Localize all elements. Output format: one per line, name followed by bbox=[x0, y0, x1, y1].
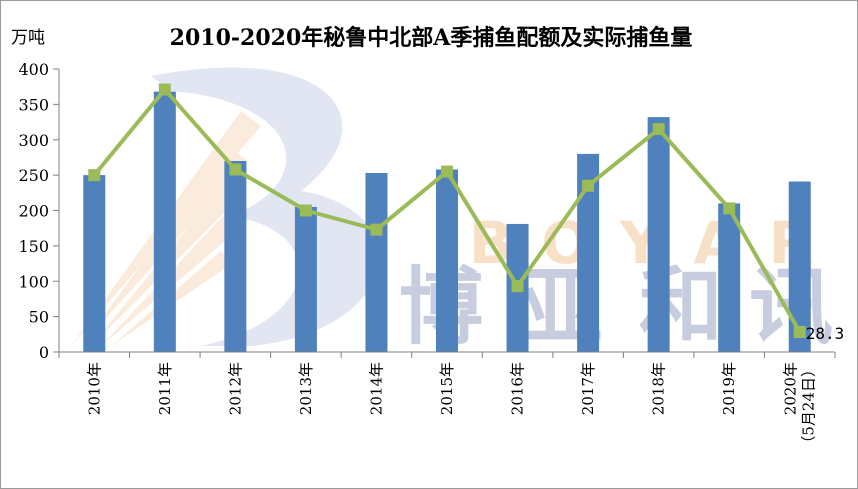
line-marker bbox=[370, 223, 383, 236]
y-tick-label: 150 bbox=[18, 237, 49, 256]
category-label: 2010年 bbox=[85, 362, 103, 415]
y-tick-label: 200 bbox=[18, 202, 49, 221]
line-marker bbox=[793, 325, 806, 338]
y-tick-label: 300 bbox=[18, 131, 49, 150]
category-label: 2014年 bbox=[367, 362, 385, 415]
y-tick-label: 100 bbox=[18, 272, 49, 291]
bar bbox=[153, 91, 176, 352]
bar bbox=[83, 175, 106, 352]
y-tick-label: 0 bbox=[39, 343, 49, 362]
bar bbox=[294, 206, 317, 352]
line-marker bbox=[229, 163, 242, 176]
bar bbox=[224, 160, 247, 352]
bar bbox=[647, 117, 670, 352]
category-label: 2017年 bbox=[579, 362, 597, 415]
y-tick-label: 350 bbox=[18, 95, 49, 114]
category-label: 2020年 bbox=[782, 362, 800, 415]
bar bbox=[718, 203, 741, 352]
bar bbox=[365, 173, 388, 352]
y-axis-unit: 万吨 bbox=[11, 28, 45, 48]
x-axis-categories: 2010年 2011年 2012年 2013年 2014年 2015年 2016年 2017年… bbox=[85, 362, 817, 451]
data-label: 28.3 bbox=[806, 324, 845, 343]
bar bbox=[577, 153, 600, 352]
category-label: 2011年 bbox=[156, 362, 174, 415]
watermark-b-shape bbox=[151, 67, 379, 346]
bar bbox=[436, 169, 458, 352]
line-marker bbox=[723, 202, 736, 215]
bar bbox=[788, 181, 811, 352]
y-tick-label: 50 bbox=[29, 308, 49, 327]
category-label: （5月24日） bbox=[800, 362, 818, 451]
line-marker bbox=[88, 169, 101, 182]
axes bbox=[58, 69, 836, 358]
category-label: 2016年 bbox=[509, 362, 527, 415]
category-label: 2013年 bbox=[297, 362, 315, 415]
line-marker bbox=[441, 165, 453, 178]
category-label: 2019年 bbox=[720, 362, 738, 415]
y-tick-label: 400 bbox=[18, 60, 49, 79]
bar-series bbox=[83, 91, 811, 352]
data-labels: 28.3 bbox=[806, 324, 845, 343]
line-marker bbox=[582, 179, 595, 192]
category-label: 2015年 bbox=[438, 362, 456, 415]
y-axis-ticks: 0 50 100 150 200 250 300 350 400 bbox=[18, 60, 59, 362]
line-marker bbox=[652, 123, 665, 136]
line-marker bbox=[511, 280, 524, 293]
category-label: 2018年 bbox=[650, 362, 668, 415]
line-marker bbox=[158, 83, 171, 96]
line-marker bbox=[299, 204, 312, 217]
y-tick-label: 250 bbox=[18, 166, 49, 185]
category-label: 2012年 bbox=[226, 362, 244, 415]
chart-title: 2010-2020年秘鲁中北部A季捕鱼配额及实际捕鱼量 bbox=[170, 25, 693, 51]
line-series bbox=[88, 83, 806, 338]
